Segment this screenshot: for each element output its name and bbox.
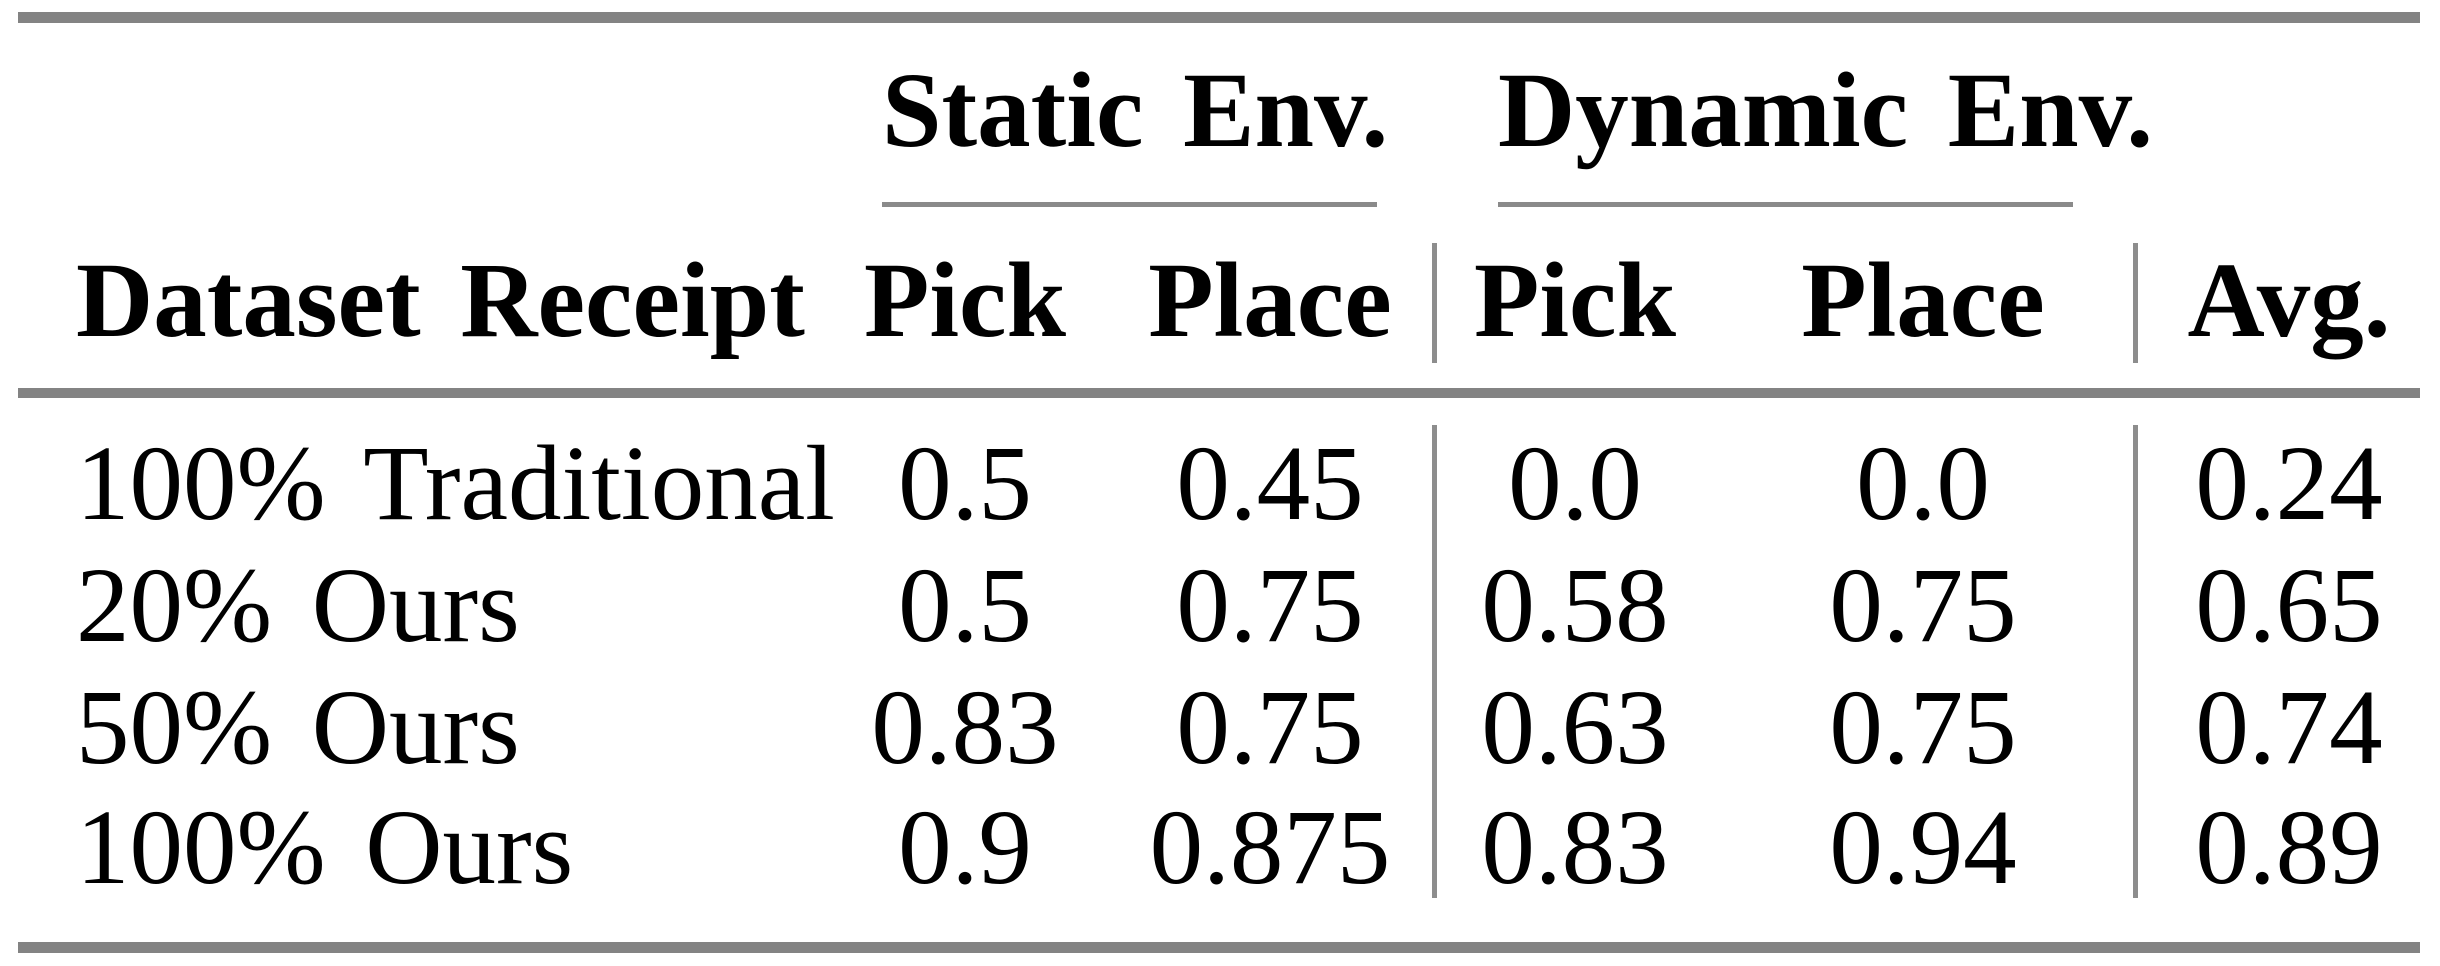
row2-label: 50% Ours xyxy=(76,669,520,787)
row3-static-pick: 0.9 xyxy=(898,789,1032,907)
table-bottom-rule xyxy=(18,942,2420,953)
table-top-rule xyxy=(18,12,2420,23)
row0-dynamic-place: 0.0 xyxy=(1856,425,1990,543)
row1-dynamic-place: 0.75 xyxy=(1829,547,2017,665)
row2-avg: 0.74 xyxy=(2195,669,2383,787)
header-static-pick: Pick xyxy=(863,242,1067,360)
vertical-separator-avg-body xyxy=(2133,425,2138,898)
row1-label: 20% Ours xyxy=(76,547,520,665)
row3-static-place: 0.875 xyxy=(1149,789,1391,907)
group-header-static-env: Static Env. xyxy=(882,52,1389,170)
header-avg: Avg. xyxy=(2187,242,2391,360)
row3-dynamic-pick: 0.83 xyxy=(1481,789,1669,907)
static-env-underline xyxy=(882,202,1377,207)
row2-dynamic-place: 0.75 xyxy=(1829,669,2017,787)
row2-dynamic-pick: 0.63 xyxy=(1481,669,1669,787)
row1-avg: 0.65 xyxy=(2195,547,2383,665)
row2-static-place: 0.75 xyxy=(1176,669,1364,787)
row2-static-pick: 0.83 xyxy=(871,669,1059,787)
row3-dynamic-place: 0.94 xyxy=(1829,789,2017,907)
row0-avg: 0.24 xyxy=(2195,425,2383,543)
header-dataset-receipt: Dataset Receipt xyxy=(76,242,805,360)
row3-label: 100% Ours xyxy=(76,789,574,907)
row0-static-pick: 0.5 xyxy=(898,425,1032,543)
vertical-separator-static-dynamic-body xyxy=(1432,425,1437,898)
row0-label: 100% Traditional xyxy=(76,425,835,543)
row1-static-pick: 0.5 xyxy=(898,547,1032,665)
row1-static-place: 0.75 xyxy=(1176,547,1364,665)
row0-dynamic-pick: 0.0 xyxy=(1508,425,1642,543)
group-header-dynamic-env: Dynamic Env. xyxy=(1498,52,2153,170)
header-dynamic-pick: Pick xyxy=(1473,242,1677,360)
row3-avg: 0.89 xyxy=(2195,789,2383,907)
vertical-separator-static-dynamic-header xyxy=(1432,243,1437,363)
header-static-place: Place xyxy=(1148,242,1392,360)
table-mid-rule xyxy=(18,388,2420,398)
row1-dynamic-pick: 0.58 xyxy=(1481,547,1669,665)
vertical-separator-avg-header xyxy=(2133,243,2138,363)
header-dynamic-place: Place xyxy=(1801,242,2045,360)
dynamic-env-underline xyxy=(1498,202,2073,207)
row0-static-place: 0.45 xyxy=(1176,425,1364,543)
